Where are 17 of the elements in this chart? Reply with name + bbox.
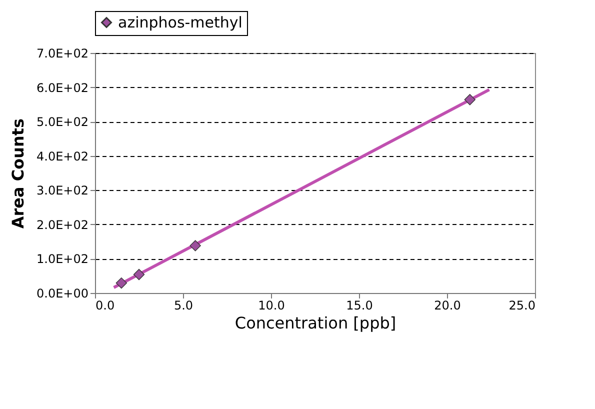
x-tick-label: 5.0 <box>174 298 194 312</box>
x-tick-label: 0.0 <box>96 298 115 312</box>
y-tick-label: 0.0E+00 <box>36 286 88 300</box>
y-tick-label: 7.0E+02 <box>36 46 88 60</box>
y-tick-label: 3.0E+02 <box>36 184 88 198</box>
y-tick-label: 2.0E+02 <box>36 218 88 232</box>
legend-label: azinphos-methyl <box>118 14 242 32</box>
x-axis-title: Concentration [ppb] <box>234 314 396 332</box>
y-tick-label: 5.0E+02 <box>36 115 88 130</box>
x-tick-label: 15.0 <box>346 298 373 312</box>
y-axis-title: Area Counts <box>8 118 28 229</box>
x-tick-label: 10.0 <box>258 298 285 312</box>
y-tick-label: 1.0E+02 <box>36 252 88 266</box>
x-tick-label: 20.0 <box>434 298 461 312</box>
y-tick-label: 4.0E+02 <box>36 149 88 164</box>
y-tick-label: 6.0E+02 <box>36 80 88 95</box>
x-tick-label: 25.0 <box>508 298 536 312</box>
